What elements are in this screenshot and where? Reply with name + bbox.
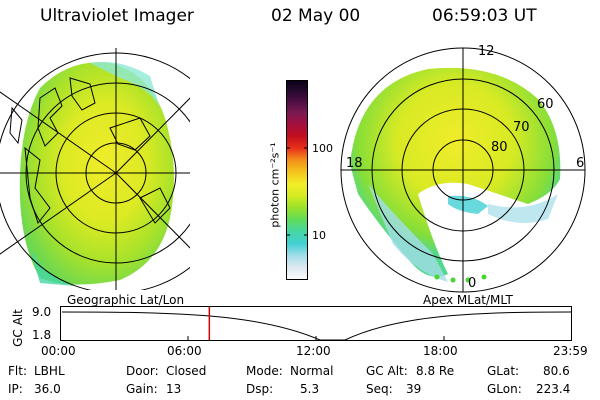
image-time: 06:59:03 UT [432, 6, 537, 26]
time-tick-1200: 12:00 [296, 344, 331, 358]
glat-value: 80.6 [543, 364, 570, 378]
mlat-label-80: 80 [491, 140, 508, 155]
altitude-plot [60, 306, 572, 341]
time-tick-0600: 06:00 [167, 344, 202, 358]
gain-label: Gain: [126, 382, 158, 396]
time-tick-0000: 00:00 [41, 344, 76, 358]
mlt-label-6: 6 [576, 156, 585, 171]
filter-label: Flt: [8, 364, 27, 378]
colorbar-unit-label: photon cm⁻²s⁻¹ [268, 142, 282, 228]
glon-value: 223.4 [536, 382, 571, 396]
gain-value: 13 [166, 382, 182, 396]
geographic-image-panel [0, 48, 190, 290]
door-value: Closed [166, 364, 207, 378]
mlat-label-60: 60 [537, 97, 554, 112]
glon-label: GLon: [487, 382, 522, 396]
altitude-curve [61, 311, 572, 341]
ip-value: 36.0 [34, 382, 61, 396]
image-date: 02 May 00 [271, 6, 361, 26]
mlat-label-70: 70 [513, 120, 530, 135]
colorbar-tick-100: 100 [312, 142, 333, 155]
glat-label: GLat: [487, 364, 520, 378]
filter-value: LBHL [34, 364, 65, 378]
dsp-label: Dsp: [246, 382, 274, 396]
apex-panel-label: Apex MLat/MLT [423, 293, 513, 307]
gc-alt-label: GC Alt: [366, 364, 408, 378]
altitude-tick-low: 1.8 [32, 328, 52, 342]
dsp-value: 5.3 [300, 382, 320, 396]
ip-label: IP: [8, 382, 23, 396]
seq-value: 39 [406, 382, 422, 396]
mode-label: Mode: [246, 364, 283, 378]
altitude-axis-label: GC Alt [11, 309, 25, 347]
seq-label: Seq: [366, 382, 393, 396]
mlat-mlt-polar-panel [340, 47, 586, 293]
altitude-tick-high: 9.0 [32, 305, 52, 319]
mlt-label-0: 0 [468, 276, 477, 291]
mlt-label-12: 12 [478, 44, 495, 59]
time-tick-2359: 23:59 [553, 344, 588, 358]
gc-alt-value: 8.8 Re [416, 364, 455, 378]
instrument-title: Ultraviolet Imager [40, 6, 194, 26]
colorbar [286, 80, 308, 280]
colorbar-tick-10: 10 [312, 229, 326, 242]
door-label: Door: [126, 364, 159, 378]
time-tick-1800: 18:00 [423, 344, 458, 358]
mode-value: Normal [290, 364, 334, 378]
mlt-label-18: 18 [346, 156, 363, 171]
geographic-panel-label: Geographic Lat/Lon [67, 293, 185, 307]
